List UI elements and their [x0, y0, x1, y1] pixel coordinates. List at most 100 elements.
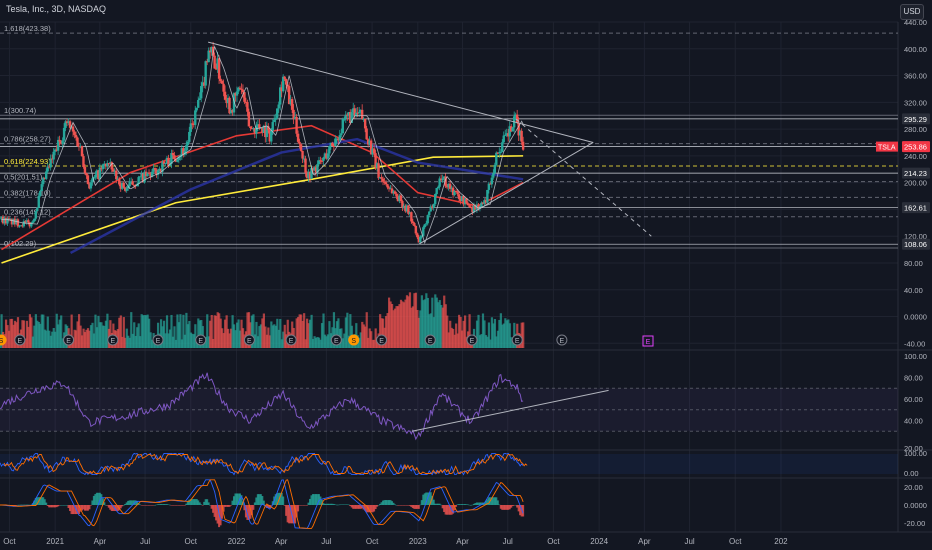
volume-bar [252, 314, 255, 348]
volume-bar [316, 336, 319, 348]
candle-body [463, 198, 467, 205]
event-marker [14, 334, 26, 346]
macd-hist-bar [277, 492, 280, 505]
macd-hist-bar [298, 505, 301, 506]
candle-body [507, 133, 510, 137]
candle-body [363, 118, 367, 129]
macd-hist-bar [19, 504, 22, 506]
volume-bar [283, 324, 286, 348]
candle-body [431, 206, 434, 208]
volume-bar [234, 330, 237, 348]
volume-bar [387, 297, 391, 348]
candle-body [283, 76, 286, 79]
volume-bar [139, 336, 142, 348]
candle-body [186, 141, 189, 146]
price-tick-label: 400.00 [904, 45, 927, 54]
volume-bar [171, 336, 175, 348]
volume-bar [507, 319, 510, 348]
candle-body [296, 133, 300, 142]
macd-hist-bar [371, 505, 374, 513]
volume-bar [133, 322, 136, 348]
event-marker-label: E [470, 338, 475, 345]
macd-hist-bar [505, 505, 508, 510]
candle-body [164, 163, 167, 165]
candle-body [407, 205, 410, 214]
macd-hist-bar [39, 497, 42, 505]
volume-bar [224, 319, 227, 348]
macd-hist-bar [151, 505, 154, 506]
event-marker [152, 334, 164, 346]
macd-hist-bar [392, 502, 395, 505]
candle-body [194, 110, 197, 125]
ticker-tag-label: TSLA [878, 145, 896, 152]
volume-bar [392, 310, 395, 348]
price-tick-label: 280.00 [904, 125, 927, 134]
candle-body [202, 82, 206, 86]
volume-bar [58, 319, 61, 348]
volume-bar [271, 325, 274, 348]
ticker-tag [876, 141, 898, 152]
candle-body [162, 161, 166, 164]
volume-bar [209, 320, 212, 348]
candle-body [231, 110, 234, 113]
macd-hist-bar [477, 502, 480, 505]
macd-hist-bar [405, 505, 408, 506]
macd-hist-bar [382, 500, 385, 505]
volume-bar [328, 321, 331, 348]
price-tick-label: -40.00 [904, 339, 925, 348]
macd-hist-bar [435, 503, 438, 505]
volume-bar [145, 315, 148, 348]
candle-body [173, 155, 176, 160]
macd-hist-bar [140, 505, 143, 506]
candle-body [192, 124, 195, 126]
event-marker-label: E [18, 338, 23, 345]
macd-hist-bar [212, 505, 215, 513]
candle-body [383, 181, 386, 183]
macd-hist-bar [130, 500, 133, 505]
macd-hist-bar [194, 499, 197, 505]
macd-hist-bar [176, 505, 179, 506]
volume-bar [174, 339, 178, 348]
volume-bar [256, 336, 260, 348]
candle-body [200, 86, 203, 99]
macd-hist-bar [45, 502, 48, 505]
candle-body [436, 186, 440, 188]
candle-body [317, 160, 321, 165]
time-tick-label: 2024 [590, 537, 608, 546]
macd-hist-bar [309, 498, 312, 505]
candle-body [368, 140, 371, 145]
candle-body [107, 163, 110, 165]
volume-bar [498, 319, 501, 348]
volume-bar [95, 327, 99, 348]
candle-body [329, 142, 333, 147]
volume-bar [6, 325, 9, 348]
candle-body [103, 163, 106, 165]
candle-body [483, 200, 486, 204]
candle-body [278, 87, 282, 105]
volume-bar [273, 324, 276, 348]
volume-bar [414, 292, 418, 348]
macd-hist-bar [303, 505, 306, 506]
macd-hist-bar [511, 505, 514, 507]
volume-bar [75, 330, 78, 348]
macd-hist-bar [133, 500, 136, 505]
candle-body [328, 146, 331, 154]
candle-body [480, 202, 483, 207]
macd-hist-bar [466, 504, 469, 506]
candle-body [18, 225, 21, 227]
volume-bar [268, 335, 271, 348]
candle-body [316, 164, 319, 173]
macd-hist-bar [250, 505, 253, 516]
candle-body [189, 123, 192, 132]
volume-bar [475, 320, 479, 348]
macd-hist-bar [158, 504, 161, 505]
volume-bar [398, 304, 401, 348]
currency-button[interactable]: USD [900, 4, 924, 20]
macd-hist-bar [192, 499, 195, 505]
fib-level-label: 1(300.74) [4, 106, 37, 115]
candle-body [234, 93, 237, 96]
price-tick-label: 80.00 [904, 259, 923, 268]
candle-body [472, 205, 476, 213]
candle-body [416, 233, 419, 238]
